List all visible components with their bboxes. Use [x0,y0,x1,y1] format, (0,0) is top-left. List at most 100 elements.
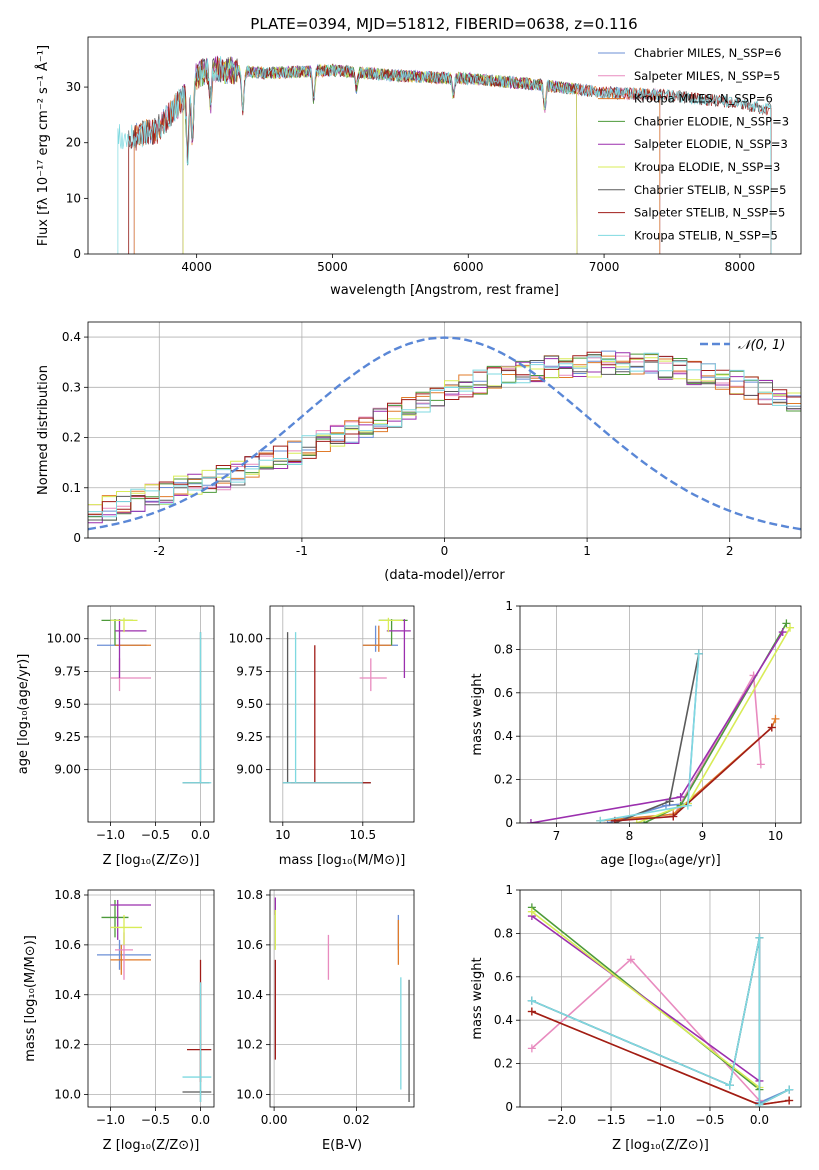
spectrum-axes: 4000 5000 6000 7000 8000 0 10 20 30 [66,80,755,274]
data-point-marker [527,996,536,1005]
y-tick-label: 9.25 [54,730,81,744]
x-tick-label: 10 [768,829,783,843]
data-point-marker [676,792,685,801]
y-tick-label: 0.4 [494,1013,513,1027]
data-point-marker [778,628,787,637]
x-tick-label: -2 [153,544,165,558]
y-tick-label: 0.2 [62,431,81,445]
y-tick-label: 0 [73,247,81,261]
spectrum-line-chabrier-elodie [182,57,578,254]
legend-label: Kroupa ELODIE, N_SSP=3 [634,160,780,174]
x-tick-label: −0.5 [695,1113,724,1127]
y-tick-label: 0.6 [494,970,513,984]
age_vs_Z-axes: −1.0 −0.5 0.0 9.00 9.25 9.50 9.75 10.00 [47,606,214,842]
spectrum-xlabel: wavelength [Angstrom, rest frame] [330,283,559,298]
data-point-marker [694,649,703,658]
age_vs_Z-marks [97,617,212,784]
mass_vs_EBV-marks [274,897,410,1103]
y-tick-label: 0.6 [494,686,513,700]
residuals-xlabel: (data-model)/error [384,568,505,583]
mass_vs_Z-xlabel: Z [log₁₀(Z/Z⊙)] [103,1138,200,1153]
x-tick-label: 8 [626,829,634,843]
y-tick-label: 0 [73,531,81,545]
y-tick-label: 9.50 [236,697,263,711]
y-tick-label: 30 [66,80,81,94]
mass_vs_Z-ylabel: mass [log₁₀(M/M⊙)] [23,935,38,1062]
x-tick-label: 2 [726,544,734,558]
mass_weight_vs_age-ylabel: mass weight [470,673,485,755]
y-tick-label: 9.00 [236,763,263,777]
y-tick-label: 0.4 [62,330,81,344]
data-point-marker [755,933,764,942]
age_vs_Z-ylabel: age [log₁₀(age/yr)] [16,654,31,775]
mass_vs_Z-frame [87,889,215,1108]
y-tick-label: 10.6 [236,938,263,952]
x-tick-label: −0.5 [141,828,170,842]
data-point-marker [669,812,678,821]
legend-label: Kroupa MILES, N_SSP=6 [634,92,773,106]
mass_vs_Z-axes: −1.0 −0.5 0.0 10.0 10.2 10.4 10.6 10.8 [54,888,214,1127]
y-tick-label: 10.4 [54,988,81,1002]
x-tick-label: 5000 [317,260,348,274]
spectrum-line-kroupa-stelib [117,56,772,254]
age_vs_mass-frame [269,605,415,823]
x-tick-label: 8000 [725,260,756,274]
mass_vs_EBV-xlabel: E(B-V) [322,1138,362,1153]
mass_weight_vs_Z-lines [527,903,794,1107]
mass_vs_EBV-frame [269,889,415,1108]
x-tick-label: 7000 [589,260,620,274]
x-tick-label: 0.0 [191,828,210,842]
data-point-marker [785,1096,794,1105]
y-tick-label: 10.00 [47,632,81,646]
x-tick-label: −2.0 [547,1113,576,1127]
histogram-steps [88,336,801,531]
x-tick-label: −1.0 [646,1113,675,1127]
spectrum-line-salpeter-stelib [128,56,772,254]
data-point-marker [725,1081,734,1090]
histogram-step-salpeter_stelib [88,351,801,515]
data-point-marker [596,816,605,823]
spectrum-ylabel: Flux [fλ 10⁻¹⁷ erg cm⁻² s⁻¹ Å⁻¹] [35,45,51,246]
residuals-axes: -2 -1 0 1 2 0 0.1 0.2 0.3 0.4 [62,322,801,558]
data-point-marker [665,797,674,806]
data-point-marker [756,760,765,769]
x-tick-label: −1.0 [96,828,125,842]
histogram-step-kroupa_elodie [88,357,801,506]
y-tick-label: 0.8 [494,642,513,656]
x-tick-label: 9 [699,829,707,843]
y-tick-label: 10.4 [236,988,263,1002]
y-tick-label: 0 [505,1100,513,1114]
series-line-salpeter-miles [531,958,760,1102]
mass_vs_Z-marks [97,899,212,1103]
mass_weight_vs_age-lines [526,619,795,823]
legend-label: Kroupa STELIB, N_SSP=5 [634,228,778,242]
mass_weight_vs_Z-xlabel: Z [log₁₀(Z/Z⊙)] [612,1138,709,1153]
legend-label: Chabrier STELIB, N_SSP=5 [634,183,786,197]
gaussian-curve [88,336,801,531]
legend-label: Salpeter STELIB, N_SSP=5 [634,206,785,220]
x-tick-label: 1 [583,544,591,558]
y-tick-label: 0.4 [494,729,513,743]
y-tick-label: 1 [505,599,513,613]
data-point-marker [755,1100,764,1107]
mass_weight_vs_Z-frame [519,889,802,1108]
series-line-salpeter-elodie [531,915,760,1082]
data-point-marker [526,819,535,823]
age_vs_mass-axes: 10 10.5 9.00 9.25 9.50 9.75 10.00 [229,606,414,842]
mass_weight_vs_age-axes: 7 8 9 10 0 0.2 0.4 0.6 0.8 1 [494,599,801,843]
legend-label: Chabrier ELODIE, N_SSP=3 [634,114,789,128]
y-tick-label: 9.50 [54,697,81,711]
x-tick-label: 4000 [181,260,212,274]
series-line-kroupa-miles [600,718,777,822]
mass_vs_EBV-axes: 0.00 0.02 10.0 10.2 10.4 10.6 10.8 [236,888,414,1127]
y-tick-label: 0.2 [494,773,513,787]
series-line-salpeter-stelib [614,726,773,822]
age_vs_mass-marks [282,617,411,784]
y-tick-label: 0 [505,816,513,830]
data-point-marker [771,714,780,723]
x-tick-label: −1.0 [96,1113,125,1127]
mass_weight_vs_age-frame [519,605,802,824]
data-point-marker [782,619,791,628]
x-tick-label: 0.00 [261,1113,288,1127]
